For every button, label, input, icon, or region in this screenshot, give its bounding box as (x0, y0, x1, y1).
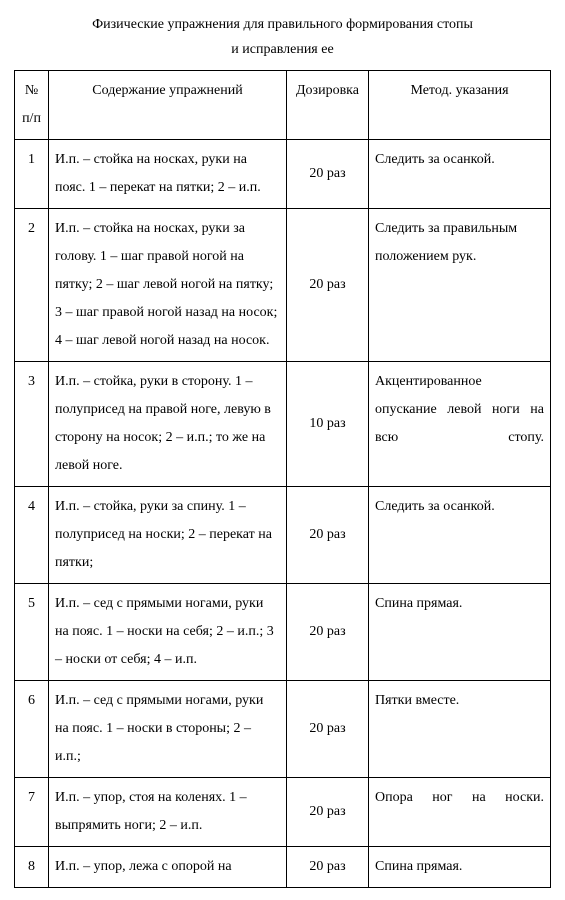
cell-num: 3 (15, 362, 49, 487)
cell-dose: 20 раз (287, 209, 369, 362)
col-header-num: № п/п (15, 71, 49, 140)
cell-desc: И.п. – стойка на носках, руки за голову.… (49, 209, 287, 362)
cell-desc: И.п. – сед с прямыми ногами, руки на поя… (49, 584, 287, 681)
table-row: 8И.п. – упор, лежа с опорой на20 разСпин… (15, 847, 551, 888)
exercises-table: № п/п Содержание упражнений Дозировка Ме… (14, 70, 551, 888)
table-row: 5И.п. – сед с прямыми ногами, руки на по… (15, 584, 551, 681)
cell-dose: 20 раз (287, 487, 369, 584)
table-row: 1И.п. – стойка на носках, руки на пояс. … (15, 140, 551, 209)
table-row: 7И.п. – упор, стоя на коленях. 1 – выпря… (15, 778, 551, 847)
table-row: 2И.п. – стойка на носках, руки за голову… (15, 209, 551, 362)
cell-dose: 20 раз (287, 584, 369, 681)
title-line-1: Физические упражнения для правильного фо… (14, 12, 551, 37)
cell-desc: И.п. – упор, лежа с опорой на (49, 847, 287, 888)
col-header-dose: Дозировка (287, 71, 369, 140)
cell-num: 6 (15, 681, 49, 778)
table-row: 4И.п. – стойка, руки за спину. 1 – полуп… (15, 487, 551, 584)
cell-num: 8 (15, 847, 49, 888)
cell-num: 2 (15, 209, 49, 362)
cell-num: 4 (15, 487, 49, 584)
table-row: 3И.п. – стойка, руки в сторону. 1 – полу… (15, 362, 551, 487)
cell-num: 1 (15, 140, 49, 209)
cell-desc: И.п. – упор, стоя на коленях. 1 – выпрям… (49, 778, 287, 847)
cell-desc: И.п. – стойка на носках, руки на пояс. 1… (49, 140, 287, 209)
col-header-desc: Содержание упражнений (49, 71, 287, 140)
cell-dose: 10 раз (287, 362, 369, 487)
cell-dose: 20 раз (287, 140, 369, 209)
cell-note: Спина прямая. (369, 847, 551, 888)
cell-note: Пятки вместе. (369, 681, 551, 778)
cell-note: Следить за правильным положением рук. (369, 209, 551, 362)
cell-note: Акцентированное опускание левой ноги на … (369, 362, 551, 487)
cell-desc: И.п. – сед с прямыми ногами, руки на поя… (49, 681, 287, 778)
col-header-note: Метод. указания (369, 71, 551, 140)
cell-num: 7 (15, 778, 49, 847)
cell-note: Опора ног на носки. (369, 778, 551, 847)
table-body: 1И.п. – стойка на носках, руки на пояс. … (15, 140, 551, 888)
cell-note: Следить за осанкой. (369, 140, 551, 209)
cell-num: 5 (15, 584, 49, 681)
cell-dose: 20 раз (287, 681, 369, 778)
cell-note: Спина прямая. (369, 584, 551, 681)
cell-desc: И.п. – стойка, руки в сторону. 1 – полуп… (49, 362, 287, 487)
table-row: 6И.п. – сед с прямыми ногами, руки на по… (15, 681, 551, 778)
cell-note: Следить за осанкой. (369, 487, 551, 584)
cell-desc: И.п. – стойка, руки за спину. 1 – полупр… (49, 487, 287, 584)
title-line-2: и исправления ее (14, 37, 551, 62)
cell-dose: 20 раз (287, 847, 369, 888)
cell-dose: 20 раз (287, 778, 369, 847)
page-title: Физические упражнения для правильного фо… (14, 12, 551, 62)
table-header-row: № п/п Содержание упражнений Дозировка Ме… (15, 71, 551, 140)
